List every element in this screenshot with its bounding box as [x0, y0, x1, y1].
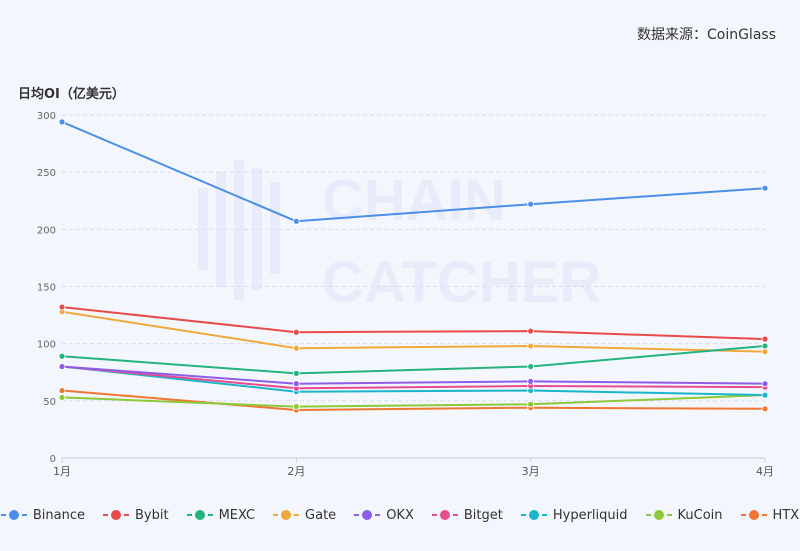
data-point-hyperliquid: [761, 391, 769, 399]
legend-label: OKX: [386, 507, 414, 523]
data-point-bybit: [58, 303, 66, 311]
legend-item-bybit[interactable]: Bybit: [103, 508, 169, 523]
legend-label: Bybit: [135, 507, 169, 523]
y-axis-title: 日均OI（亿美元）: [18, 87, 125, 102]
chart-legend: Binance Bybit MEXC Gate OKX Bitget Hyperliquid…: [0, 505, 800, 525]
y-tick-label: 250: [37, 168, 56, 179]
series-line-bybit: [61, 306, 766, 341]
data-point-bybit: [292, 328, 300, 336]
data-point-binance: [58, 118, 66, 126]
y-tick-label: 50: [43, 397, 56, 408]
y-tick-label: 300: [37, 111, 56, 122]
data-point-binance: [761, 184, 769, 192]
legend-swatch-icon: [186, 510, 213, 520]
x-tick-label: 1月: [53, 465, 71, 478]
x-tick-label: 3月: [522, 465, 540, 478]
legend-label: HTX: [772, 507, 800, 523]
watermark-bar: [270, 182, 280, 274]
legend-label: MEXC: [218, 507, 256, 523]
data-point-kucoin: [292, 403, 300, 410]
legend-label: KuCoin: [677, 507, 723, 523]
watermark-bar: [234, 160, 244, 300]
data-point-kucoin: [527, 400, 535, 408]
data-point-bybit: [761, 335, 769, 343]
legend-swatch-icon: [740, 510, 767, 520]
y-tick-label: 0: [50, 454, 56, 465]
data-point-okx: [527, 377, 535, 385]
data-point-okx: [761, 380, 769, 388]
legend-label: Bitget: [463, 507, 503, 523]
legend-item-binance[interactable]: Binance: [0, 507, 85, 523]
data-point-gate: [527, 342, 535, 350]
y-tick-label: 200: [37, 225, 56, 236]
watermark-text-2: CATCHER: [322, 250, 601, 315]
data-point-mexc: [527, 363, 535, 370]
legend-item-htx[interactable]: HTX: [740, 507, 800, 523]
legend-item-mexc[interactable]: MEXC: [186, 507, 256, 523]
series-line-binance: [61, 120, 766, 223]
data-point-binance: [292, 217, 300, 225]
watermark-logo: CHAIN CATCHER: [198, 160, 601, 315]
data-point-mexc: [58, 352, 66, 360]
data-point-okx: [58, 363, 66, 370]
legend-swatch-icon: [0, 510, 27, 520]
series-line-htx: [61, 389, 766, 411]
legend-label: Gate: [305, 507, 337, 523]
data-point-bybit: [527, 327, 535, 335]
legend-swatch-icon: [645, 510, 672, 520]
series-line-mexc: [61, 345, 766, 375]
data-point-htx: [761, 405, 769, 413]
legend-item-gate[interactable]: Gate: [273, 508, 336, 523]
data-point-gate: [761, 348, 769, 356]
data-point-kucoin: [58, 394, 66, 401]
legend-item-bitget[interactable]: Bitget: [431, 507, 503, 523]
data-point-mexc: [292, 369, 300, 377]
x-tick-label: 2月: [287, 465, 305, 478]
legend-swatch-icon: [273, 510, 300, 520]
data-source-note: 数据来源：CoinGlass: [636, 27, 776, 43]
watermark-bar: [216, 172, 226, 287]
series-line-kucoin: [61, 394, 766, 408]
watermark-bar: [252, 168, 262, 290]
data-point-mexc: [761, 342, 769, 350]
data-point-gate: [292, 344, 300, 352]
legend-swatch-icon: [354, 510, 381, 520]
series-line-hyperliquid: [61, 365, 766, 397]
legend-item-hyperliquid[interactable]: Hyperliquid: [520, 507, 628, 523]
legend-item-kucoin[interactable]: KuCoin: [645, 507, 723, 523]
watermark-text-1: CHAIN: [322, 168, 506, 233]
y-tick-label: 100: [37, 340, 56, 351]
legend-label: Binance: [32, 507, 85, 523]
legend-item-okx[interactable]: OKX: [354, 508, 414, 523]
data-point-okx: [292, 380, 300, 388]
legend-swatch-icon: [431, 510, 458, 520]
series-line-gate: [61, 310, 766, 353]
legend-swatch-icon: [103, 510, 129, 520]
legend-swatch-icon: [520, 510, 547, 520]
data-point-htx: [58, 387, 66, 394]
series-line-okx: [61, 365, 766, 385]
y-tick-label: 150: [37, 283, 56, 294]
series-line-bitget: [61, 365, 766, 390]
legend-label: Hyperliquid: [552, 507, 628, 523]
data-point-binance: [527, 200, 535, 208]
x-tick-label: 4月: [756, 465, 774, 478]
